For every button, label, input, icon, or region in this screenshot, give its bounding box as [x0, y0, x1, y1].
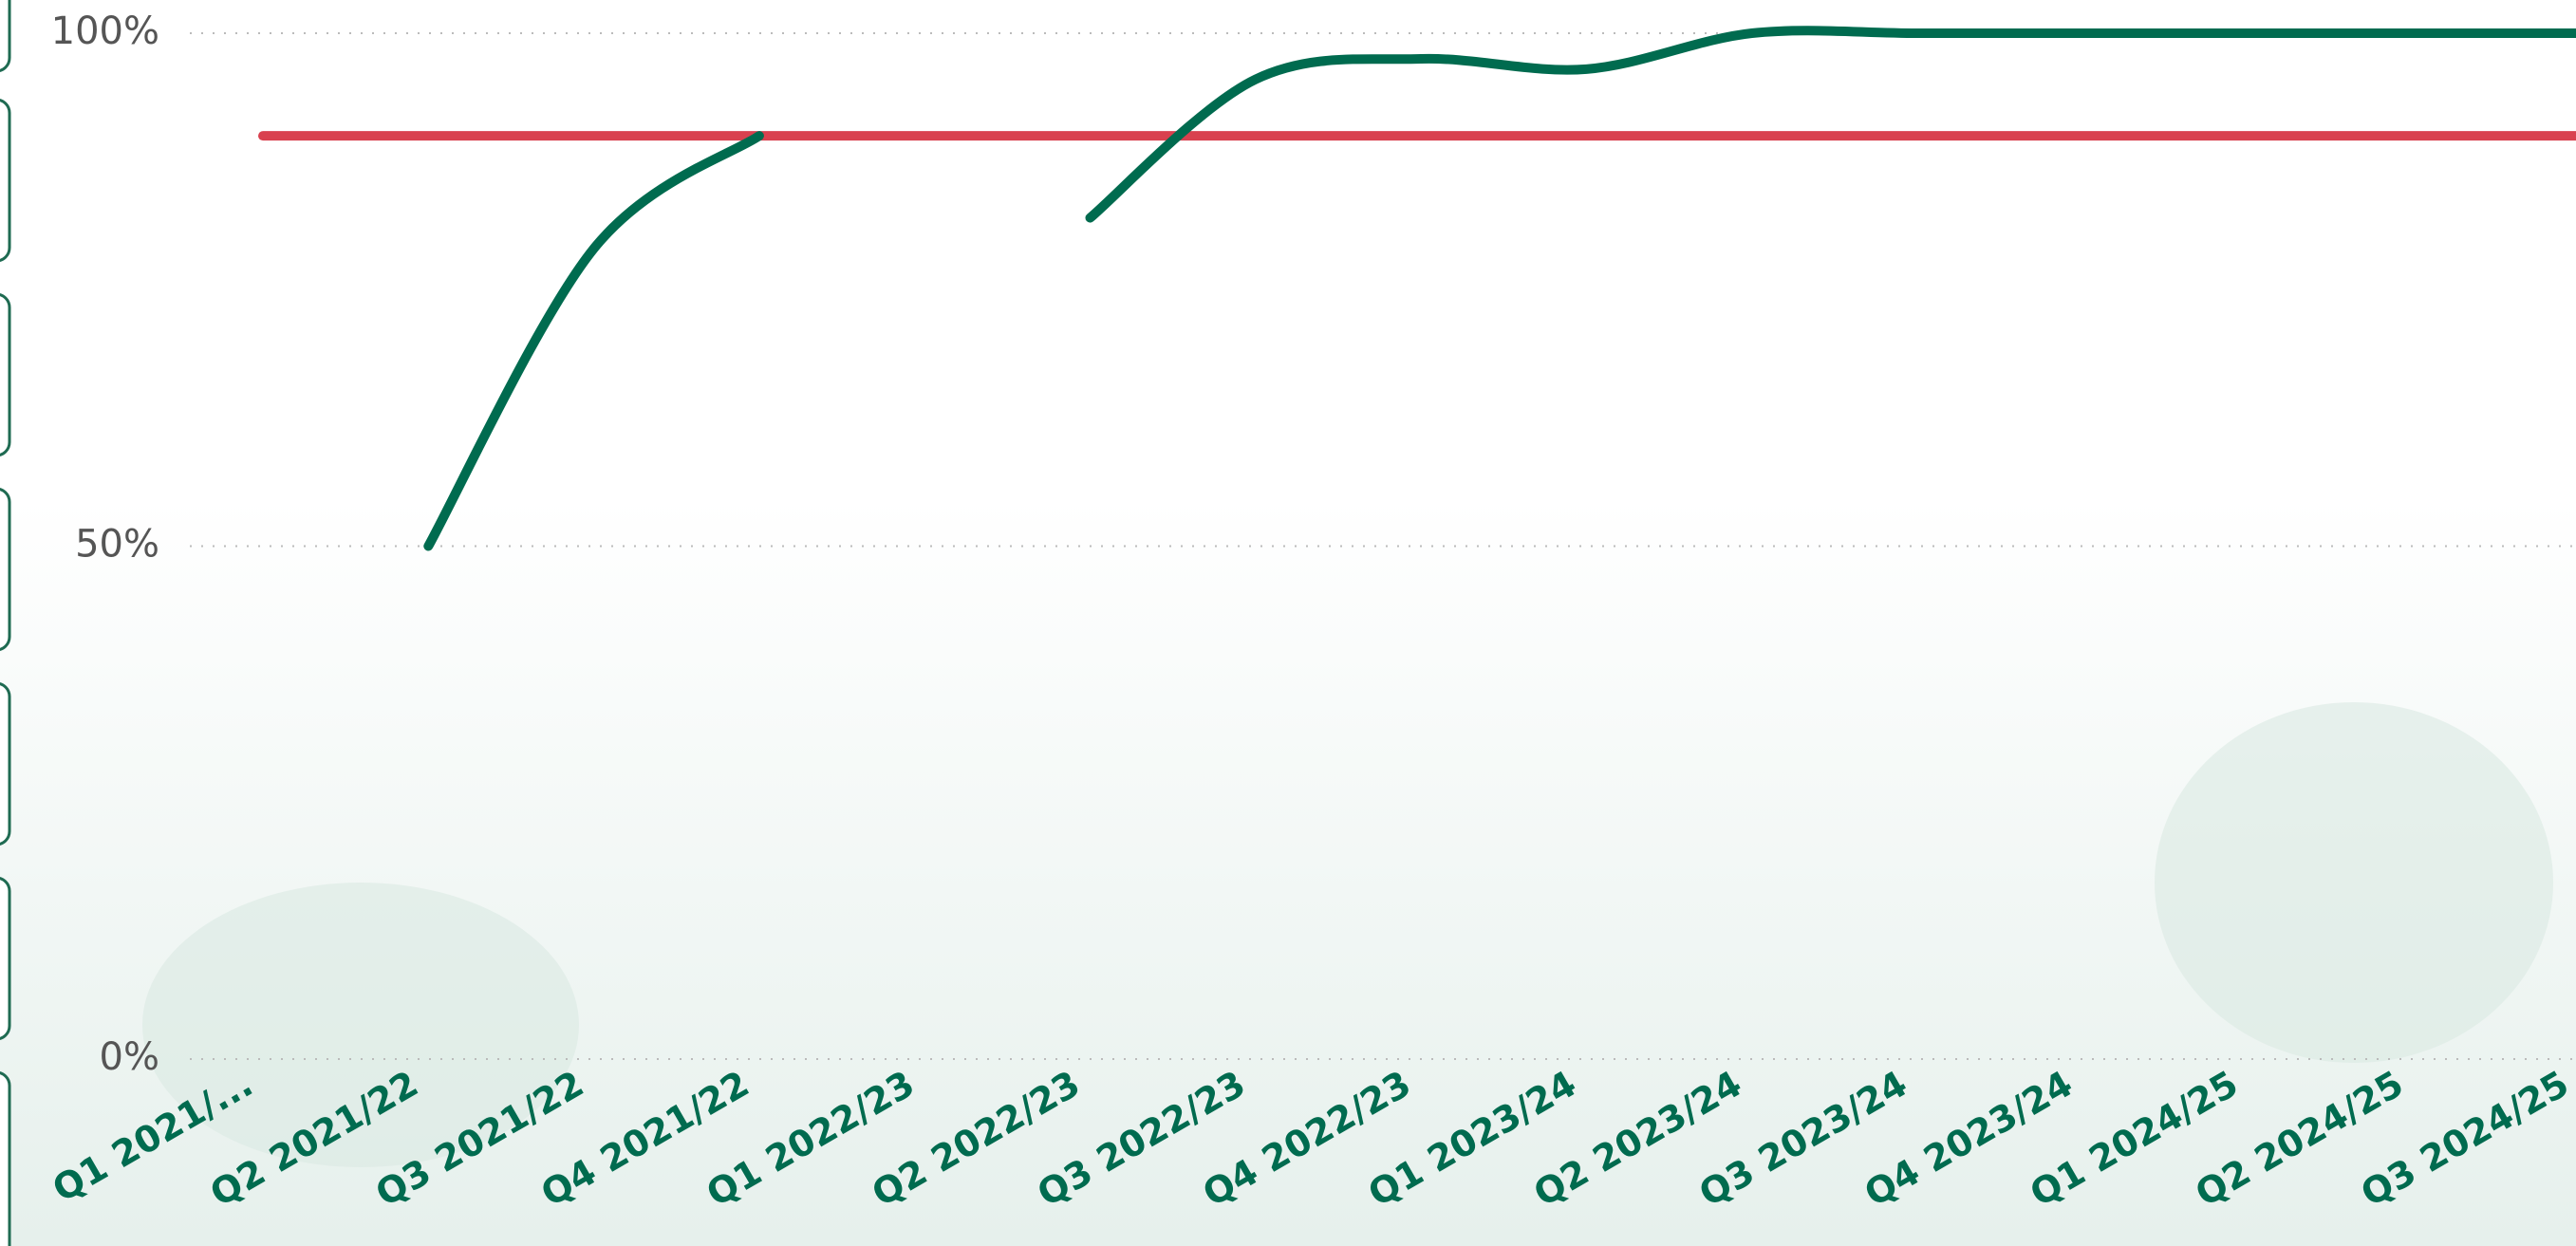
slicer-button[interactable]: [0, 682, 11, 846]
slicer-button[interactable]: [0, 0, 11, 72]
slicer-button[interactable]: [0, 99, 11, 262]
y-tick-label: 50%: [75, 523, 159, 567]
slicer-button[interactable]: [0, 293, 11, 456]
y-tick-label: 0%: [100, 1035, 159, 1079]
y-tick-label: 100%: [51, 9, 159, 53]
slicer-button[interactable]: [0, 877, 11, 1040]
line-series: [423, 26, 2576, 551]
tree-decoration: [2155, 702, 2553, 1063]
tree-decoration: [142, 883, 579, 1167]
slicer-button[interactable]: [0, 488, 11, 651]
slicer-buttons: [0, 0, 11, 1246]
slicer-button[interactable]: [0, 1071, 11, 1246]
